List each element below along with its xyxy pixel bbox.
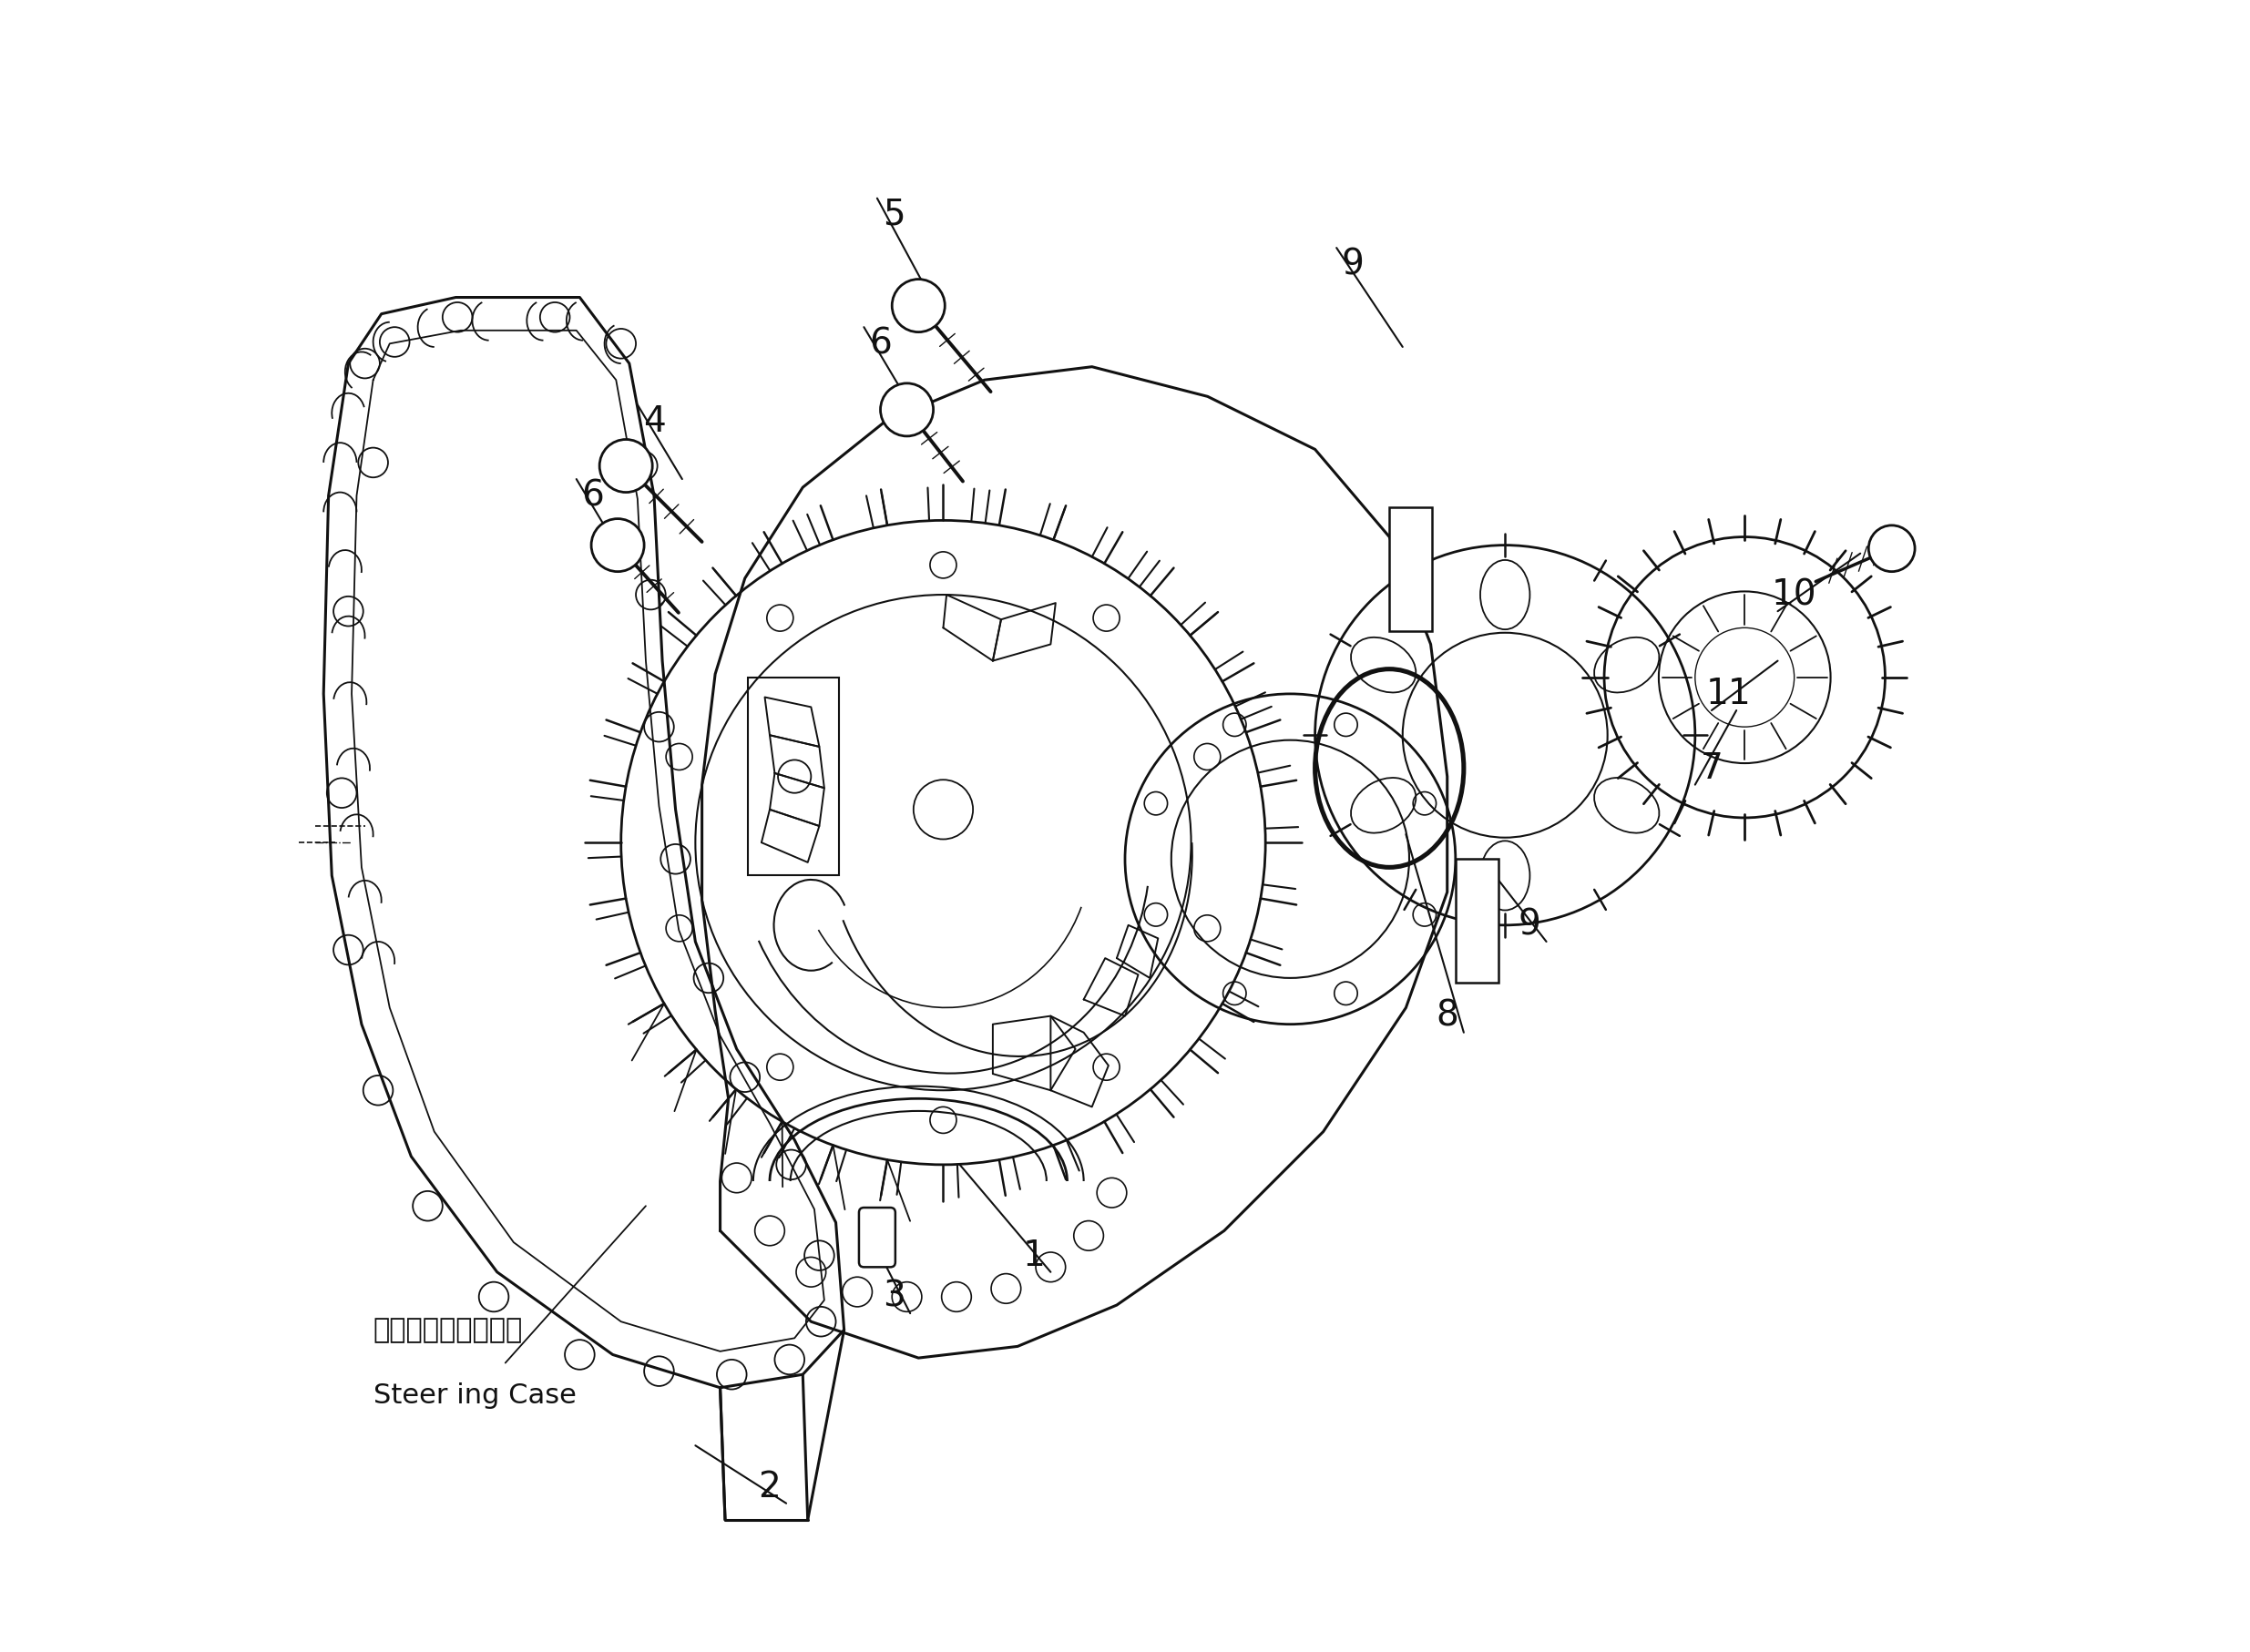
Text: 3: 3 [882,1280,905,1313]
Text: 8: 8 [1436,999,1458,1032]
Text: 6: 6 [580,479,605,512]
Text: ステアリングケース: ステアリングケース [374,1317,522,1343]
Text: 9: 9 [1341,248,1364,281]
FancyBboxPatch shape [860,1208,896,1267]
Text: 6: 6 [869,327,891,360]
Text: Steer ing Case: Steer ing Case [374,1383,576,1409]
Text: 10: 10 [1771,578,1816,611]
Text: 5: 5 [882,198,905,231]
Text: 2: 2 [758,1470,781,1503]
Circle shape [891,279,945,332]
Bar [1390,507,1433,631]
Text: 7: 7 [1701,752,1724,785]
Circle shape [592,519,644,572]
Circle shape [880,383,934,436]
Circle shape [1868,525,1915,572]
Circle shape [598,439,652,492]
Bar [749,677,839,876]
Text: 1: 1 [1024,1239,1046,1272]
Bar [1456,859,1499,983]
Text: 9: 9 [1519,909,1541,942]
Text: 4: 4 [644,405,666,438]
Text: 11: 11 [1706,677,1751,710]
